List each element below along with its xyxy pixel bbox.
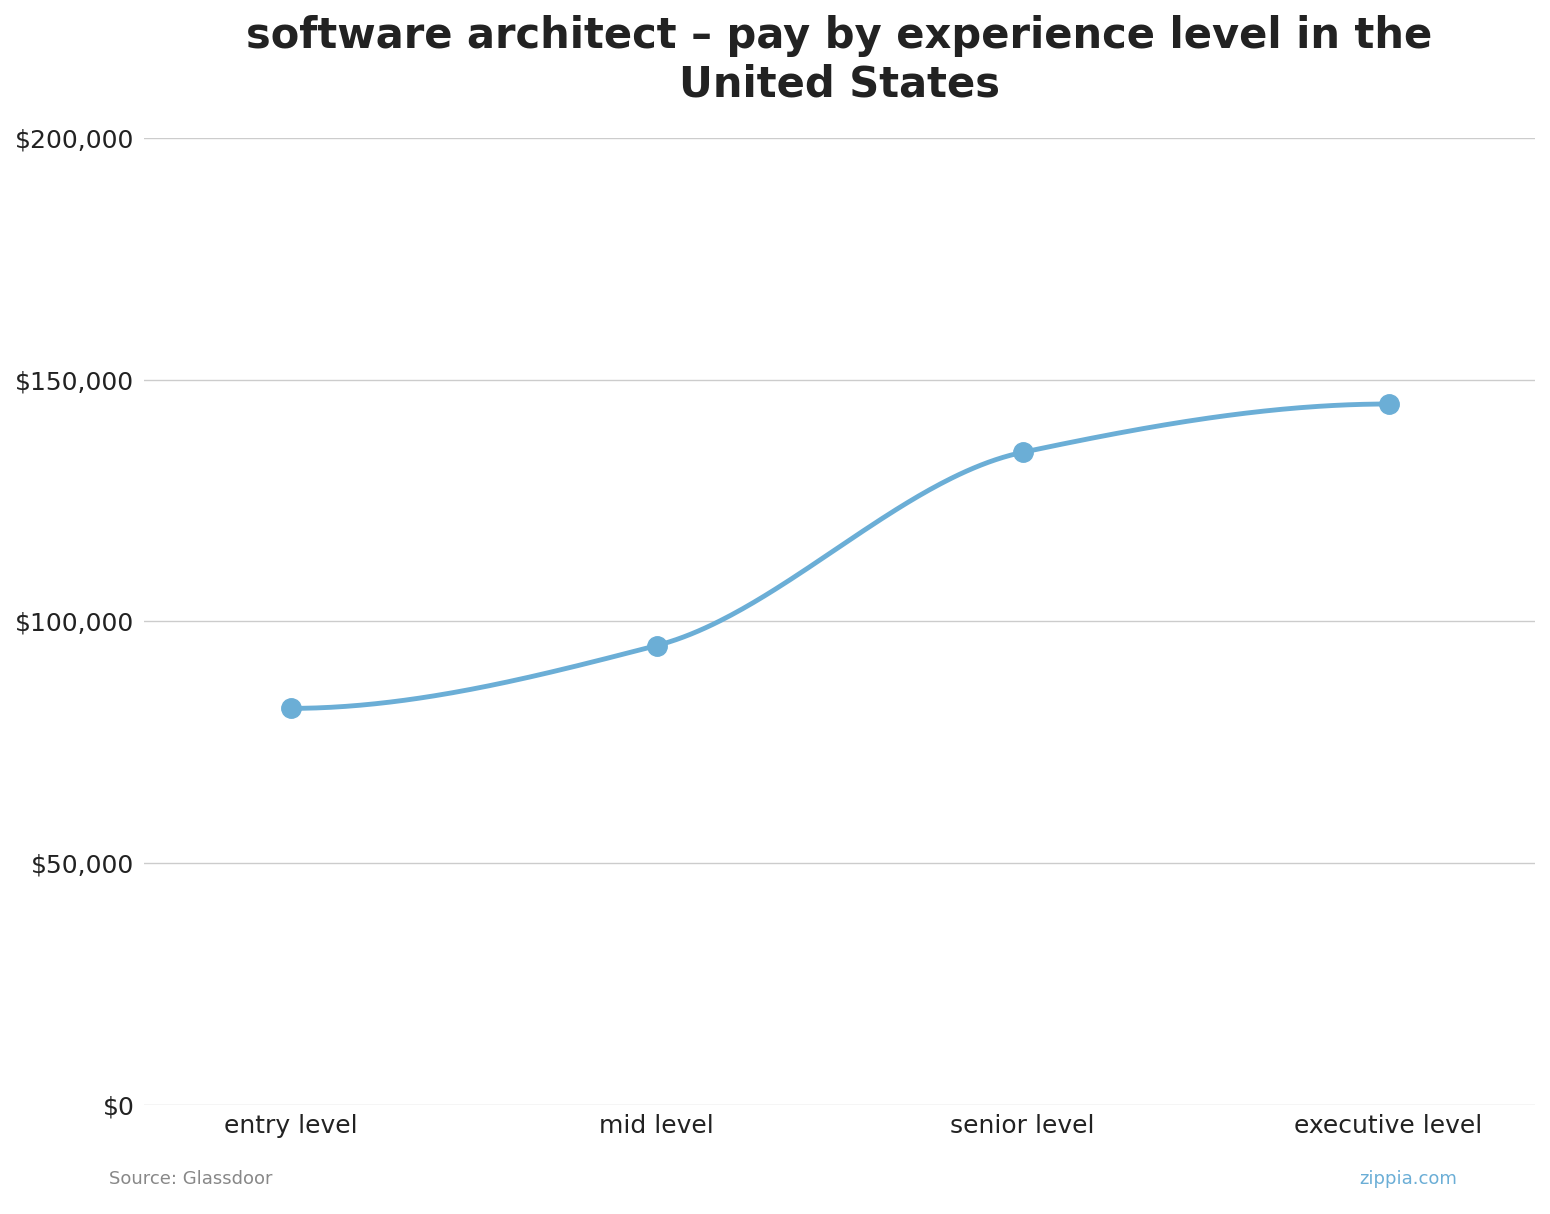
Title: software architect – pay by experience level in the
United States: software architect – pay by experience l… [246, 15, 1432, 106]
Text: zippia.com: zippia.com [1359, 1169, 1457, 1187]
Text: Source: Glassdoor: Source: Glassdoor [109, 1169, 271, 1187]
